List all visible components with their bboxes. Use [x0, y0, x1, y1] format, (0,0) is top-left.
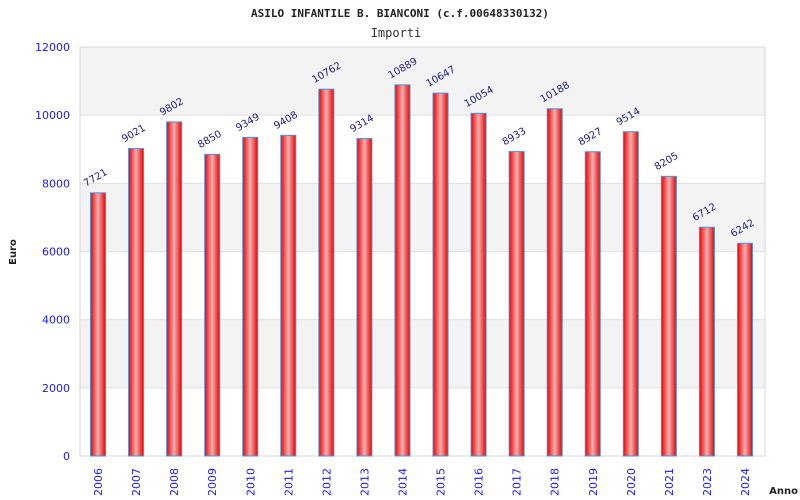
- grid-band: [80, 319, 765, 388]
- bar-2010: [242, 136, 259, 457]
- grid-band: [80, 183, 765, 252]
- bar-2020: [622, 131, 639, 457]
- x-tick-label: 2009: [206, 468, 219, 496]
- x-tick-label: 2013: [358, 468, 371, 496]
- data-label: 8850: [196, 129, 224, 151]
- y-tick-label: 0: [63, 450, 70, 463]
- bar-2023: [698, 226, 715, 457]
- x-tick-label: 2021: [663, 468, 676, 496]
- x-tick-label: 2010: [244, 468, 257, 496]
- x-tick-label: 2012: [320, 468, 333, 496]
- bar-2017: [508, 151, 525, 457]
- x-tick-label: 2008: [168, 468, 181, 496]
- x-tick-label: 2024: [739, 468, 752, 496]
- plot-frame: [79, 46, 766, 457]
- x-tick-label: 2016: [473, 468, 486, 496]
- x-tick-label: 2006: [92, 468, 105, 496]
- bar-2013: [356, 138, 373, 457]
- x-tick-label: 2020: [625, 468, 638, 496]
- bar-2024: [736, 242, 753, 457]
- bar-2014: [394, 84, 411, 457]
- x-tick-label: 2015: [435, 468, 448, 496]
- y-tick-label: 6000: [42, 246, 70, 259]
- x-tick-label: 2007: [130, 468, 143, 496]
- chart-title: ASILO INFANTILE B. BIANCONI (c.f.0064833…: [251, 7, 549, 20]
- bar-2018: [546, 108, 563, 457]
- y-axis-label: Euro: [8, 239, 19, 265]
- y-tick-label: 12000: [35, 41, 70, 54]
- x-tick-label: 2014: [396, 468, 409, 496]
- bar-2015: [432, 92, 449, 457]
- bar-2019: [584, 151, 601, 457]
- y-tick-label: 4000: [42, 314, 70, 327]
- bar-2007: [128, 148, 145, 457]
- data-label: 9314: [348, 113, 376, 135]
- data-label: 8933: [501, 126, 529, 148]
- data-label: 8927: [577, 126, 605, 148]
- bar-2012: [318, 88, 335, 457]
- data-label: 8205: [653, 151, 681, 173]
- x-tick-label: 2017: [511, 468, 524, 496]
- data-label: 9021: [120, 123, 148, 145]
- x-tick-label: 2011: [282, 468, 295, 496]
- y-tick-label: 10000: [35, 109, 70, 122]
- chart-subtitle: Importi: [371, 26, 422, 40]
- bar-2006: [90, 192, 107, 457]
- bar-2016: [470, 112, 487, 457]
- x-tick-label: 2023: [701, 468, 714, 496]
- x-tick-label: 2019: [587, 468, 600, 496]
- grid-band: [80, 47, 765, 116]
- x-tick-label: 2018: [549, 468, 562, 496]
- bar-2011: [280, 134, 297, 457]
- x-axis-label: Anno: [769, 486, 798, 497]
- y-tick-label: 2000: [42, 382, 70, 395]
- y-tick-label: 8000: [42, 177, 70, 190]
- bar-2021: [660, 175, 677, 457]
- bar-2008: [166, 121, 183, 457]
- bar-2009: [204, 153, 221, 457]
